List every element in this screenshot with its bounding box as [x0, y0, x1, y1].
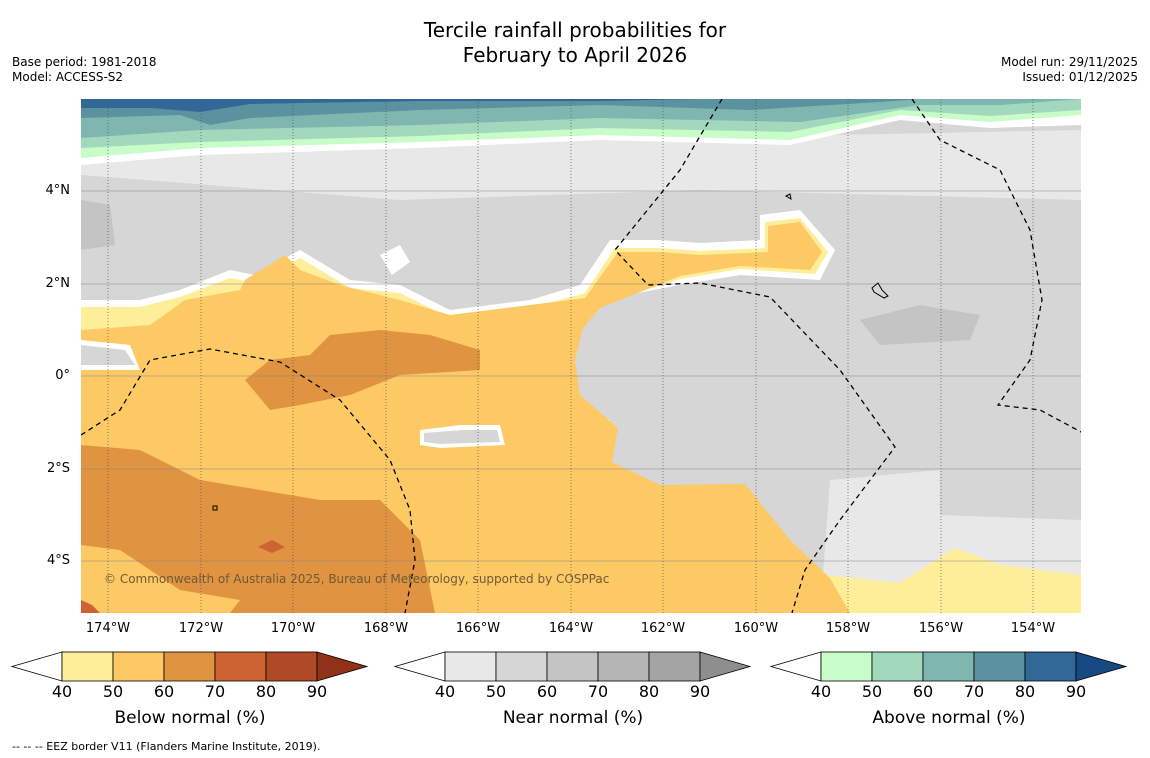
- below-normal-50-south: [81, 545, 240, 613]
- colorbar-segment: [871, 651, 924, 682]
- colorbar-tick-label: 70: [204, 682, 226, 701]
- colorbar-segment: [265, 651, 318, 682]
- base-period: Base period: 1981-2018: [12, 55, 157, 69]
- model-name: Model: ACCESS-S2: [12, 70, 124, 84]
- colorbar-max-arrow: [1075, 651, 1128, 682]
- below-normal-60-patch: [245, 330, 480, 410]
- colorbar-segment: [1024, 651, 1077, 682]
- colorbar-tick-label: 50: [485, 682, 507, 701]
- lon-label: 172°W: [178, 621, 224, 636]
- colorbar-segment: [973, 651, 1026, 682]
- below-normal-70-patch: [258, 540, 285, 553]
- above-normal-80: [81, 99, 700, 112]
- colorbar-tick-label: 80: [255, 682, 277, 701]
- colorbar-segment: [922, 651, 975, 682]
- below-normal-60-south: [81, 445, 435, 613]
- colorbar-tick-label: 60: [536, 682, 558, 701]
- colorbar-segment: [820, 651, 873, 682]
- lon-label: 160°W: [733, 621, 779, 636]
- lon-label: 170°W: [270, 621, 316, 636]
- map-field: [81, 99, 1081, 613]
- map-title: Tercile rainfall probabilities for Febru…: [0, 18, 1150, 68]
- lat-label: 0°: [55, 368, 70, 383]
- latitude-gridlines: [81, 190, 1081, 562]
- lon-label: 158°W: [825, 621, 871, 636]
- lon-label: 154°W: [1010, 621, 1056, 636]
- lon-label: 168°W: [363, 621, 409, 636]
- colorbar-tick-label: 40: [810, 682, 832, 701]
- issued-date: Issued: 01/12/2025: [1022, 70, 1138, 84]
- colorbar-min-arrow: [769, 651, 822, 682]
- colorbar-tick-label: 90: [689, 682, 711, 701]
- lon-label: 174°W: [85, 621, 131, 636]
- title-line-1: Tercile rainfall probabilities for: [423, 18, 727, 42]
- colorbar-tick-label: 80: [1014, 682, 1036, 701]
- model-info: Base period: 1981-2018 Model: ACCESS-S2: [12, 55, 157, 85]
- colorbar-tick-label: 70: [963, 682, 985, 701]
- colorbar-tick-label: 60: [153, 682, 175, 701]
- colorbar-tick-label: 40: [51, 682, 73, 701]
- colorbar-title-below: Below normal (%): [114, 708, 266, 728]
- lon-label: 156°W: [918, 621, 964, 636]
- colorbar-title-near: Near normal (%): [502, 708, 644, 728]
- eez-legend: -- -- -- EEZ border V11 (Flanders Marine…: [12, 740, 321, 753]
- lat-label: 2°S: [46, 461, 70, 476]
- colorbar-segment: [648, 651, 701, 682]
- above-normal-70: [81, 99, 920, 125]
- lon-label: 166°W: [455, 621, 501, 636]
- title-line-2: February to April 2026: [462, 43, 688, 67]
- colorbar-segment: [214, 651, 267, 682]
- near-normal-pocket: [424, 430, 500, 444]
- colorbar-tick-label: 90: [306, 682, 328, 701]
- colorbar-title-above: Above normal (%): [872, 708, 1026, 728]
- colorbar-tick-label: 50: [102, 682, 124, 701]
- colorbar-tick-label: 70: [587, 682, 609, 701]
- lat-label: 4°N: [45, 183, 71, 198]
- near-normal-pocket-border: [380, 245, 410, 275]
- below-normal-70-edge: [81, 600, 100, 613]
- colorbar-segment: [163, 651, 216, 682]
- colorbar-segment: [112, 651, 165, 682]
- model-run: Model run: 29/11/2025: [1000, 55, 1138, 69]
- colorbar-tick-label: 60: [912, 682, 934, 701]
- colorbar-segment: [597, 651, 650, 682]
- lon-label: 164°W: [548, 621, 594, 636]
- colorbar-tick-label: 90: [1065, 682, 1087, 701]
- colorbar-max-arrow: [699, 651, 752, 682]
- near-normal-patch: [81, 200, 115, 250]
- colorbar-tick-label: 50: [861, 682, 883, 701]
- colorbar-tick-label: 80: [638, 682, 660, 701]
- lat-label: 4°S: [46, 553, 70, 568]
- colorbar-segment: [495, 651, 548, 682]
- near-normal-patch: [860, 305, 980, 345]
- colorbar-max-arrow: [316, 651, 369, 682]
- copyright-notice: © Commonwealth of Australia 2025, Bureau…: [104, 572, 610, 586]
- eez-borders: [81, 99, 1081, 613]
- islands: [212, 193, 889, 511]
- colorbar-segment: [444, 651, 497, 682]
- lat-label: 2°N: [45, 276, 71, 291]
- run-info: Model run: 29/11/2025 Issued: 01/12/2025: [1001, 55, 1138, 85]
- lon-label: 162°W: [640, 621, 686, 636]
- colorbar-tick-label: 40: [434, 682, 456, 701]
